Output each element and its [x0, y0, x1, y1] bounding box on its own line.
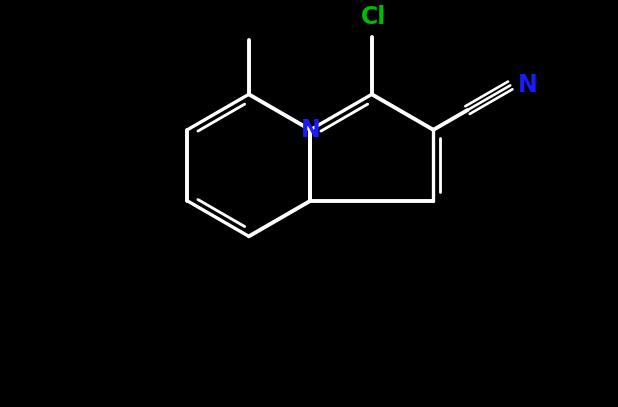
- Text: N: N: [518, 73, 538, 97]
- Text: Cl: Cl: [361, 5, 386, 29]
- Text: N: N: [300, 118, 320, 142]
